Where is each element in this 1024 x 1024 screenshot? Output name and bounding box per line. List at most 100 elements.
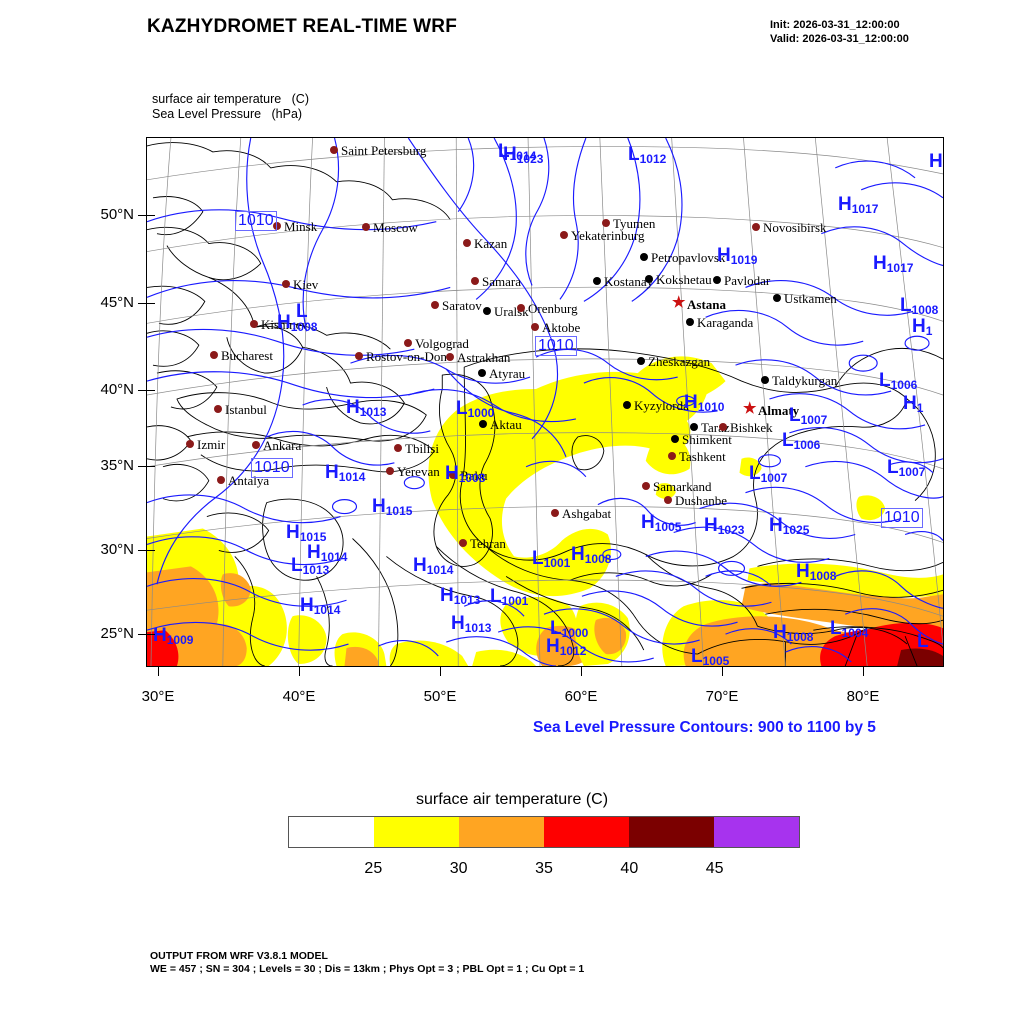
city-label-orenburg: Orenburg: [517, 301, 578, 317]
city-label-bucharest: Bucharest: [210, 348, 273, 364]
pressure-glyph: H: [903, 393, 917, 414]
weather-map[interactable]: Saint Petersburg Minsk Moscow Kazan Kiev Sama…: [146, 137, 944, 667]
city-name: Tbilisi: [405, 441, 439, 456]
city-label-tehran: Tehran: [459, 536, 506, 552]
city-name: Novosibirsk: [763, 220, 827, 235]
city-label-kazan: Kazan: [463, 236, 508, 252]
contour-value-box: 1010: [881, 508, 923, 528]
pressure-glyph: H: [300, 595, 314, 616]
city-name: Petropavlovsk: [651, 250, 726, 265]
lon-tick-label: 30°E: [141, 688, 175, 705]
city-name: Almaty: [758, 403, 800, 418]
pressure-value: 1014: [313, 603, 341, 617]
pressure-glyph: L: [628, 144, 640, 165]
city-dot-icon: [404, 339, 412, 347]
pressure-value: 1013: [302, 563, 330, 577]
city-dot-icon: [478, 369, 486, 377]
pressure-glyph: H: [153, 625, 167, 646]
pressure-glyph: L: [498, 141, 510, 162]
pressure-glyph: H: [277, 312, 291, 333]
pressure-glyph: H: [445, 463, 459, 484]
city-label-samarkand: Samarkand: [642, 479, 712, 495]
pressure-glyph: H: [307, 542, 321, 563]
city-name: Taldykurgan: [772, 373, 838, 388]
city-label-petropavlovsk: Petropavlovsk: [640, 250, 726, 266]
pressure-value: 1014: [509, 149, 537, 163]
pressure-center-h: H1013: [440, 585, 480, 607]
map-canvas: [147, 138, 943, 666]
pressure-glyph: H: [451, 613, 465, 634]
pressure-center-l: L1001: [490, 586, 528, 608]
city-dot-icon: [186, 440, 194, 448]
pressure-glyph: H: [325, 462, 339, 483]
city-name: Tyumen: [613, 216, 656, 231]
pressure-center-l: L1013: [291, 555, 329, 577]
lon-tick-mark: [581, 667, 583, 676]
city-label-kishinev: Kishinev: [250, 317, 308, 333]
colorbar-tick-label: 25: [364, 860, 383, 877]
pressure-value: 1001: [501, 594, 529, 608]
pressure-value: 1008: [786, 630, 814, 644]
lon-tick-mark: [722, 667, 724, 676]
city-label-ankara: Ankara: [252, 438, 301, 454]
pressure-center-h: H1008: [445, 463, 485, 485]
city-label-antalya: Antalya: [217, 473, 269, 489]
city-name: Kazan: [474, 236, 508, 251]
city-name: Moscow: [373, 220, 418, 235]
city-dot-icon: [551, 509, 559, 517]
city-label-tashkent: Tashkent: [668, 449, 726, 465]
city-label-rostov-on-don: Rostov-on-Don: [355, 349, 447, 365]
pressure-center-h: H1017: [838, 194, 878, 216]
colorbar-tick-label: 40: [620, 860, 639, 877]
pressure-value: 1010: [697, 400, 725, 414]
pressure-glyph: L: [691, 646, 703, 667]
city-dot-icon: [210, 351, 218, 359]
city-name: Rostov-on-Don: [366, 349, 447, 364]
pressure-value: 1023: [516, 152, 544, 166]
pressure-glyph: H: [838, 194, 852, 215]
city-dot-icon: [686, 318, 694, 326]
pressure-value: 1: [925, 324, 933, 338]
city-dot-icon: [752, 223, 760, 231]
lat-tick-mark: [138, 215, 155, 217]
pressure-glyph: L: [917, 631, 929, 652]
city-label-samara: Samara: [471, 274, 521, 290]
city-dot-icon: [668, 452, 676, 460]
city-label-pavlodar: Pavlodar: [713, 273, 770, 289]
pressure-center-l: L1005: [691, 646, 729, 667]
city-name: Karaganda: [697, 315, 754, 330]
colorbar: [288, 816, 800, 848]
colorbar-swatch-3: [544, 817, 629, 847]
pressure-center-l: L1000: [456, 398, 494, 420]
city-dot-icon: [637, 357, 645, 365]
city-dot-icon: [479, 420, 487, 428]
pressure-glyph: L: [830, 618, 842, 639]
city-label-tbilisi: Tbilisi: [394, 441, 439, 457]
city-name: Saint Petersburg: [341, 143, 427, 158]
pressure-center-h: H1014: [300, 595, 340, 617]
pressure-center-h: H1: [912, 316, 932, 338]
city-name: Tashkent: [679, 449, 726, 464]
city-dot-icon: [623, 401, 631, 409]
pressure-glyph: H: [769, 515, 783, 536]
capital-star-icon: ★: [743, 401, 757, 417]
lon-tick-label: 40°E: [282, 688, 316, 705]
lon-tick-label: 60°E: [564, 688, 598, 705]
city-dot-icon: [386, 467, 394, 475]
pressure-center-h: H1014: [307, 542, 347, 564]
pressure-center-l: L: [917, 631, 929, 653]
pressure-center-l: L1014: [498, 141, 536, 163]
pressure-center-h: H1025: [769, 515, 809, 537]
pressure-glyph: H: [773, 622, 787, 643]
pressure-value: 1004: [841, 626, 869, 640]
lat-tick-label: 45°N: [100, 294, 134, 311]
city-dot-icon: [645, 275, 653, 283]
colorbar-swatch-5: [714, 817, 799, 847]
pressure-glyph: H: [546, 636, 560, 657]
pressure-glyph: H: [286, 522, 300, 543]
city-name: Kishinev: [261, 317, 308, 332]
city-name: Samarkand: [653, 479, 712, 494]
pressure-center-l: L1012: [628, 144, 666, 166]
pressure-glyph: H: [796, 561, 810, 582]
pressure-glyph: H: [717, 245, 731, 266]
